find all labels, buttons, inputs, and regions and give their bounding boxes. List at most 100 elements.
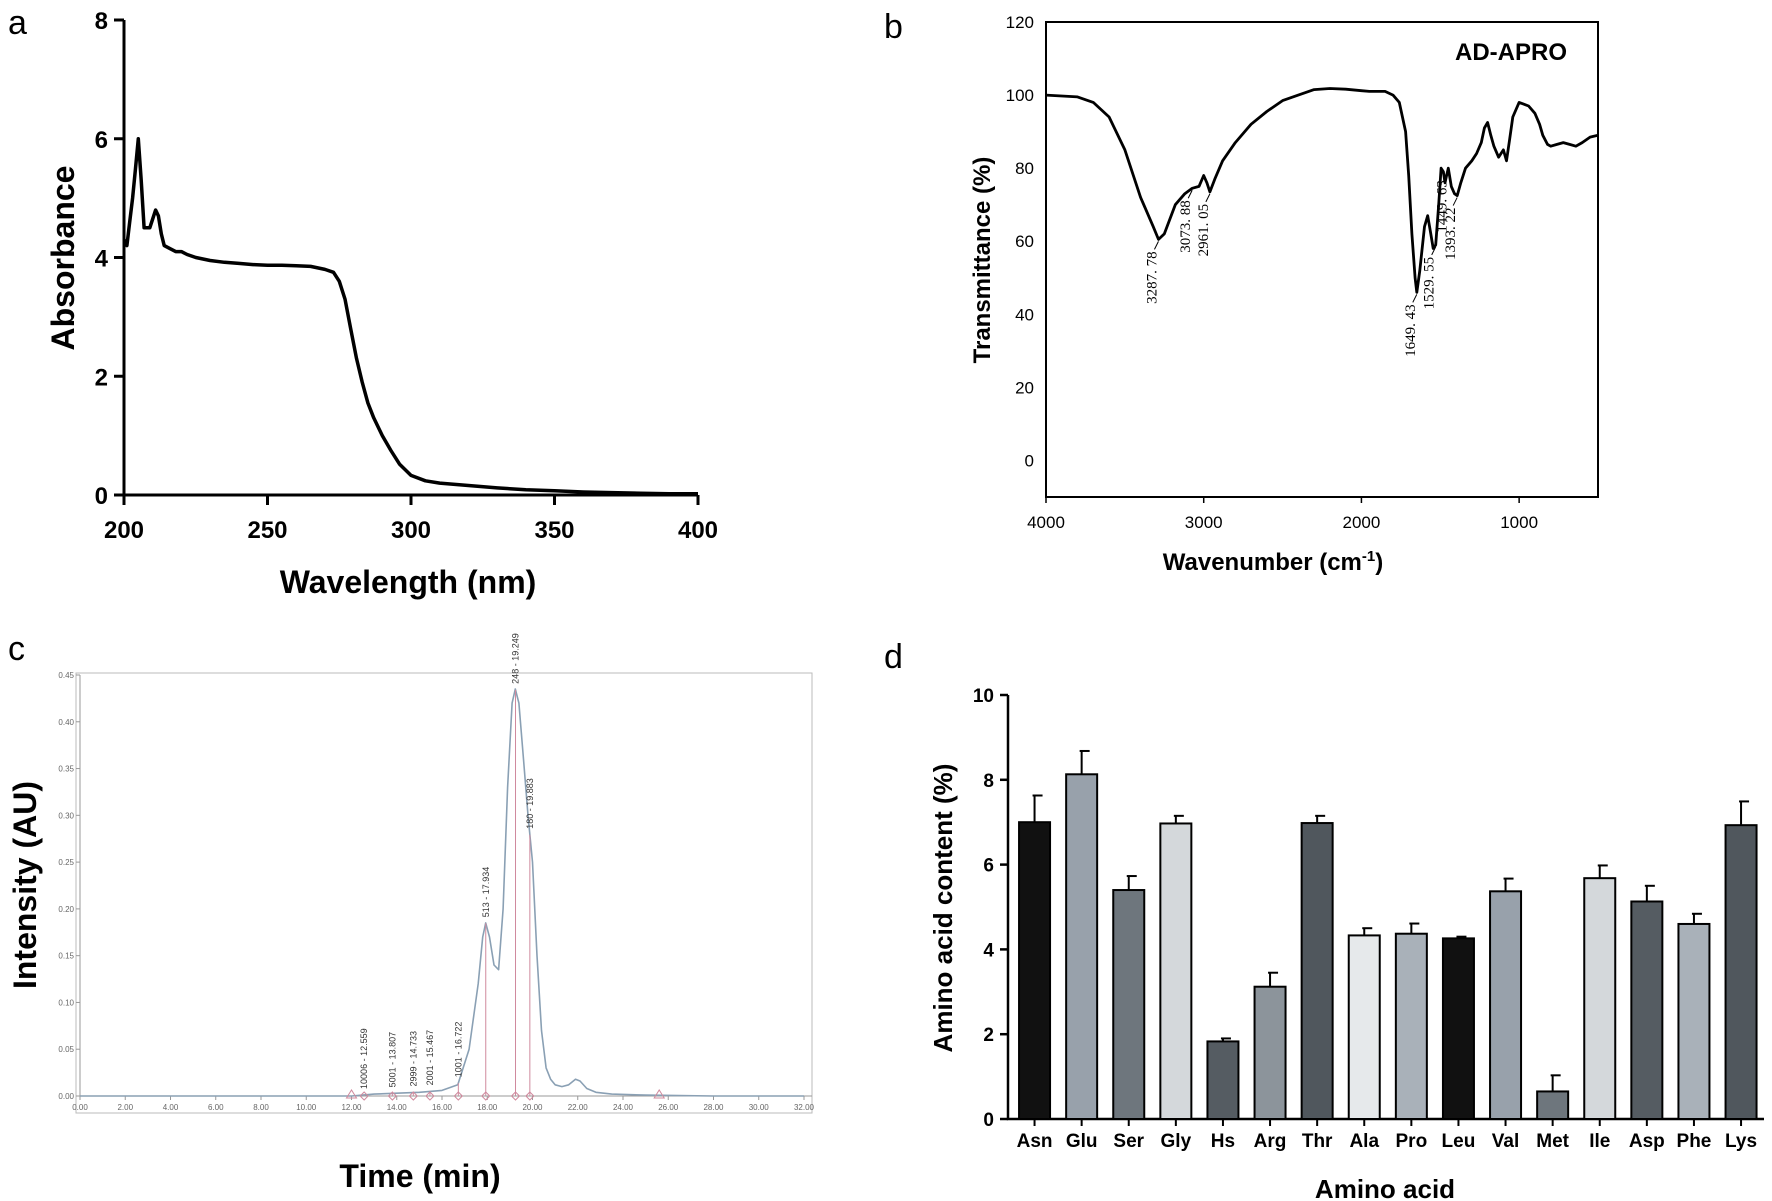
- x-tick-label: 2.00: [117, 1103, 133, 1112]
- calibration-annotation: 2999 - 14.733: [408, 1031, 418, 1087]
- panel-c-xlabel: Time (min): [339, 1158, 500, 1194]
- y-tick-label: 8: [983, 771, 994, 792]
- bar-leu: [1441, 937, 1475, 1120]
- calibration-annotation: 248 - 19.249: [511, 633, 521, 684]
- absorbance-line: [122, 137, 698, 496]
- bar-phe: [1677, 922, 1711, 1121]
- panel-d-xlabel: Amino acid: [1315, 1174, 1455, 1201]
- x-tick-label: 32.00: [794, 1103, 815, 1112]
- y-tick-label: 100: [1006, 86, 1034, 105]
- y-tick-label: 0.15: [58, 952, 74, 961]
- peak-leader: [1412, 294, 1418, 303]
- x-tick-label: 1000: [1500, 513, 1538, 532]
- y-tick-label: 2: [95, 364, 108, 391]
- x-tick-label: 20.00: [522, 1103, 543, 1112]
- x-tick-label: 2000: [1343, 513, 1381, 532]
- x-tick-label: 12.00: [341, 1103, 362, 1112]
- y-tick-label: 4: [983, 940, 994, 961]
- bar-ile: [1583, 877, 1617, 1121]
- x-tick-label: Ser: [1113, 1131, 1144, 1152]
- bar-asn: [1018, 821, 1052, 1120]
- transmittance-line: [1045, 87, 1599, 294]
- peak-annotation: 1529. 55: [1422, 257, 1438, 310]
- x-tick-label: Ile: [1589, 1131, 1610, 1152]
- panel-c-axes: [79, 675, 812, 1097]
- calibration-marker: [359, 1091, 369, 1101]
- x-tick-label: Glu: [1066, 1131, 1098, 1152]
- x-tick-label: 0.00: [72, 1103, 88, 1112]
- x-tick-label: 14.00: [387, 1103, 408, 1112]
- calibration-marker: [387, 1091, 398, 1101]
- panel-label-a: a: [8, 4, 27, 42]
- y-tick-label: 0: [1025, 451, 1034, 470]
- x-tick-label: 8.00: [253, 1103, 269, 1112]
- intensity-line: [80, 688, 804, 1097]
- peak-annotation: 1449. 63: [1434, 180, 1450, 233]
- bar-ser: [1112, 889, 1146, 1120]
- x-tick-label: 30.00: [749, 1103, 770, 1112]
- bar-hs: [1206, 1040, 1240, 1120]
- calibration-marker: [525, 1091, 535, 1101]
- panel-b-ylabel: Transmittance (%): [969, 157, 996, 364]
- y-tick-label: 0.10: [58, 998, 74, 1007]
- baseline-marker: [345, 1089, 358, 1099]
- panel-d-ylabel: Amino acid content (%): [928, 764, 958, 1053]
- x-tick-label: Ala: [1349, 1131, 1379, 1152]
- x-tick-label: Leu: [1442, 1131, 1476, 1152]
- x-tick-label: Asp: [1629, 1131, 1665, 1152]
- peak-annotation: 1393. 22: [1443, 208, 1459, 260]
- x-tick-label: 28.00: [703, 1103, 724, 1112]
- panel-b-frame: [1045, 21, 1599, 498]
- calibration-annotation: 1001 - 16.722: [453, 1022, 463, 1078]
- y-tick-label: 0: [983, 1110, 994, 1131]
- x-tick-label: 6.00: [208, 1103, 224, 1112]
- calibration-annotation: 180 - 19.883: [525, 778, 535, 829]
- bar-thr: [1300, 822, 1334, 1120]
- bar-ala: [1347, 934, 1381, 1121]
- calibration-annotation: 2001 - 15.467: [425, 1030, 435, 1086]
- x-tick-label: Gly: [1161, 1131, 1192, 1152]
- x-tick-label: 18.00: [477, 1103, 498, 1112]
- peak-leader: [1452, 197, 1458, 206]
- x-tick-label: 300: [391, 517, 431, 544]
- peak-leader: [1443, 169, 1449, 179]
- baseline-marker: [653, 1089, 666, 1099]
- peak-leader: [1431, 246, 1437, 256]
- bar-met: [1536, 1090, 1570, 1120]
- x-tick-label: Thr: [1302, 1131, 1333, 1152]
- calibration-marker: [510, 1091, 521, 1101]
- x-tick-label: 16.00: [432, 1103, 453, 1112]
- x-tick-label: Met: [1536, 1131, 1569, 1152]
- panel-a-xlabel: Wavelength (nm): [280, 564, 537, 600]
- y-tick-label: 10: [973, 686, 994, 707]
- y-tick-label: 80: [1015, 159, 1034, 178]
- peak-annotation: 2961. 05: [1196, 204, 1212, 257]
- bar-lys: [1724, 824, 1758, 1121]
- panel-a-chart: Wavelength (nm) Absorbance 200 250 300 350 4…: [45, 8, 718, 600]
- y-tick-label: 8: [95, 8, 108, 35]
- x-tick-label: 4000: [1027, 513, 1065, 532]
- bar-arg: [1253, 985, 1287, 1120]
- calibration-marker: [453, 1091, 464, 1101]
- y-tick-label: 120: [1006, 13, 1034, 32]
- x-tick-label: Pro: [1396, 1131, 1428, 1152]
- y-tick-label: 0.20: [58, 905, 74, 914]
- y-tick-label: 20: [1015, 378, 1034, 397]
- y-tick-label: 0.05: [58, 1045, 74, 1054]
- panel-c-ylabel: Intensity (AU): [7, 781, 43, 989]
- y-tick-label: 40: [1015, 305, 1034, 324]
- y-tick-label: 60: [1015, 232, 1034, 251]
- y-tick-label: 0.35: [58, 765, 74, 774]
- x-tick-label: 10.00: [296, 1103, 317, 1112]
- peak-leader: [1187, 190, 1193, 199]
- y-tick-label: 0.30: [58, 811, 74, 820]
- x-tick-label: Lys: [1725, 1131, 1757, 1152]
- bar-pro: [1394, 932, 1428, 1120]
- panel-label-c: c: [8, 630, 25, 668]
- bar-glu: [1065, 773, 1099, 1121]
- panel-a-ylabel: Absorbance: [45, 166, 81, 351]
- x-tick-label: 350: [534, 517, 574, 544]
- x-tick-label: Phe: [1677, 1131, 1712, 1152]
- calibration-annotation: 10006 - 12.559: [359, 1028, 369, 1089]
- bar-val: [1489, 890, 1523, 1121]
